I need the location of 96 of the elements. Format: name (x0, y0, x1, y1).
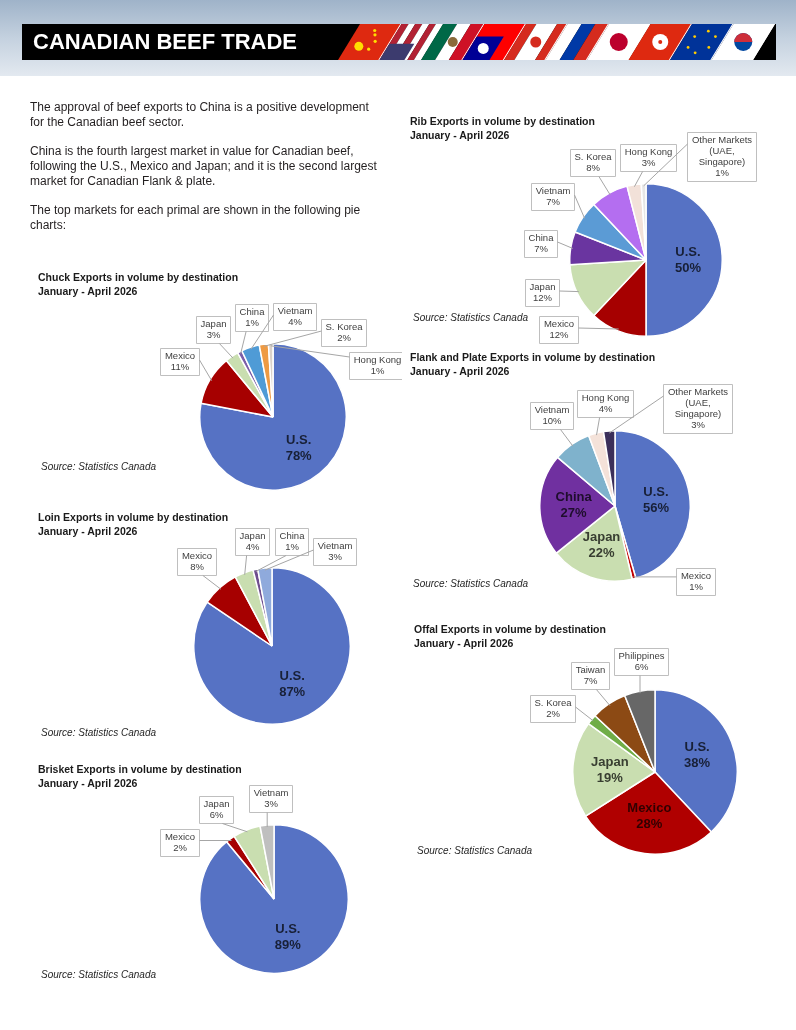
data-label: 28% (636, 816, 663, 832)
slice-label: Vietnam (534, 404, 570, 416)
slice-label: China (239, 306, 266, 318)
slice-label: S. Korea (534, 697, 573, 709)
chart-subtitle: January - April 2026 (38, 284, 139, 298)
text: CANADIAN BEEF TRADE (33, 29, 297, 55)
slice-label: U.S. (675, 243, 701, 259)
slice-label: Japan (203, 798, 230, 810)
data-label: 7% (583, 675, 598, 687)
data-label: 27% (560, 505, 588, 521)
data-label: 4% (245, 541, 260, 553)
slice-label: Mexico (181, 550, 213, 562)
chart-subtitle: January - April 2026 (414, 636, 515, 650)
data-label: 10% (542, 415, 563, 427)
slice-label: U.S. (643, 483, 669, 499)
source-note: Source: Statistics Canada (413, 577, 529, 591)
data-label: 50% (674, 259, 702, 275)
source-note: Source: Statistics Canada (41, 968, 157, 982)
slice-label: Japan (239, 530, 266, 542)
data-label: 6% (209, 809, 224, 821)
data-label: 78% (285, 447, 313, 463)
slice-label: Hong Kong (581, 392, 630, 404)
data-label: 1% (689, 581, 704, 593)
data-label: 6% (634, 661, 649, 673)
slice-label: U.S. (286, 431, 312, 447)
data-label: 1% (715, 167, 730, 179)
data-label: 4% (288, 316, 303, 328)
slice-label: Japan (591, 754, 629, 770)
chart-subtitle: January - April 2026 (410, 364, 511, 378)
slice-label: Vietnam (277, 305, 313, 317)
data-label: 2% (546, 708, 561, 720)
slice-label: U.S. (684, 738, 710, 754)
data-label: 7% (546, 196, 561, 208)
data-label: 8% (586, 162, 601, 174)
data-label: 38% (684, 754, 711, 770)
data-label: 19% (596, 770, 624, 786)
slice-label: Vietnam (317, 540, 353, 552)
slice-label: S. Korea (325, 321, 364, 333)
data-label: 3% (691, 419, 706, 431)
slice-label: Other Markets (UAE, Singapore) (691, 134, 753, 168)
data-label: 22% (588, 544, 615, 560)
slice-label: China (528, 232, 555, 244)
data-label: 7% (534, 243, 549, 255)
data-label: 2% (173, 842, 188, 854)
slice-label: Hong Kong (624, 146, 673, 158)
chart-title: Chuck Exports in volume by destination (38, 270, 239, 284)
data-label: 87% (279, 683, 306, 699)
data-label: 3% (206, 329, 221, 341)
slice-label: Mexico (164, 350, 196, 362)
chart-subtitle: January - April 2026 (410, 128, 511, 142)
data-label: 12% (549, 329, 570, 341)
slice-label: China (555, 489, 593, 505)
slice-label: Other Markets (UAE, Singapore) (667, 386, 729, 420)
data-label: 1% (245, 317, 260, 329)
source-note: Source: Statistics Canada (413, 311, 529, 325)
slice-label: Japan (582, 528, 621, 544)
source-note: Source: Statistics Canada (41, 460, 157, 474)
slice-label: Vietnam (253, 787, 289, 799)
chart-title: Flank and Plate Exports in volume by destination (410, 350, 656, 364)
source-note: Source: Statistics Canada (41, 726, 157, 740)
data-label: 3% (264, 798, 279, 810)
chart-title: Rib Exports in volume by destination (410, 114, 595, 128)
data-label: 56% (642, 499, 670, 515)
slice-label: U.S. (279, 667, 305, 683)
text: China is the fourth largest market in value for Canadian beef, following the U.S., Mexico and Japan; and it is the second largest market for Canadian Flank & plate. (30, 144, 378, 189)
data-label: 2% (337, 332, 352, 344)
chart-title: Brisket Exports in volume by destination (38, 762, 242, 776)
slice-label: Mexico (543, 318, 575, 330)
data-label: 1% (285, 541, 300, 553)
chart-title: Offal Exports in volume by destination (414, 622, 606, 636)
slice-label: Japan (529, 281, 556, 293)
data-label: 1% (370, 365, 385, 377)
text: The approval of beef exports to China is a positive development for the Canadian beef sector. (30, 100, 370, 130)
data-label: 11% (170, 361, 190, 373)
slice-label: Mexico (680, 570, 712, 582)
slice-label: Mexico (164, 831, 196, 843)
slice-label: Mexico (627, 800, 672, 816)
data-label: 12% (532, 292, 553, 304)
slice-label: Taiwan (575, 664, 606, 676)
data-label: 3% (328, 551, 343, 563)
data-label: 4% (598, 403, 613, 415)
slice-label: China (279, 530, 306, 542)
text: The top markets for each primal are shown in the following pie charts: (30, 203, 362, 233)
chart-subtitle: January - April 2026 (38, 776, 139, 790)
slice-label: Japan (200, 318, 227, 330)
data-label: 89% (274, 937, 302, 952)
data-label: 3% (641, 157, 656, 169)
data-label: 8% (190, 561, 205, 573)
slice-label: U.S. (275, 921, 301, 936)
slice-label: Philippines (618, 650, 665, 662)
slice-label: Vietnam (535, 185, 571, 197)
chart-title: Loin Exports in volume by destination (38, 510, 229, 524)
text: January - April 2026 (38, 524, 139, 538)
slice-label: S. Korea (574, 151, 613, 163)
source-note: Source: Statistics Canada (417, 844, 533, 858)
slice-label: Hong Kong (353, 354, 402, 366)
